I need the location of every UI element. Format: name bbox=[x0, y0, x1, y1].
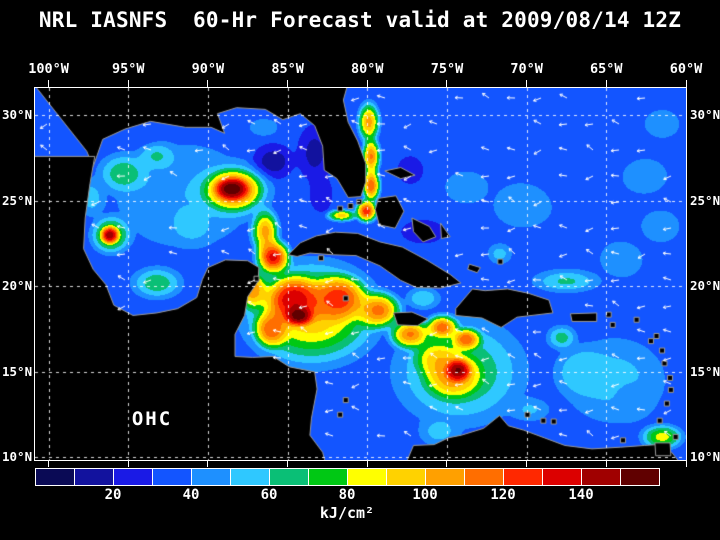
lon-tick-bottom bbox=[127, 461, 129, 467]
lon-axis-label: 60°W bbox=[669, 61, 703, 77]
colorbar-cell bbox=[230, 469, 269, 485]
colorbar-cell bbox=[74, 469, 113, 485]
colorbar-tick-label: 20 bbox=[104, 487, 122, 503]
colorbar-cell bbox=[581, 469, 620, 485]
colorbar-cell bbox=[152, 469, 191, 485]
colorbar-cell bbox=[269, 469, 308, 485]
colorbar-unit-label: kJ/cm² bbox=[319, 504, 375, 522]
lat-axis-label-right: 10°N bbox=[690, 449, 720, 465]
lon-tick-top bbox=[685, 80, 687, 87]
lat-axis-label-left: 15°N bbox=[2, 363, 33, 379]
colorbar-cell bbox=[386, 469, 425, 485]
colorbar-tick-label: 100 bbox=[412, 487, 438, 503]
lon-tick-bottom bbox=[446, 461, 448, 467]
colorbar-tick-label: 120 bbox=[490, 487, 516, 503]
lon-tick-top bbox=[366, 80, 368, 87]
lon-tick-bottom bbox=[287, 461, 289, 467]
lon-tick-bottom bbox=[605, 461, 607, 467]
lon-axis-label: 75°W bbox=[430, 61, 464, 77]
lon-tick-bottom bbox=[685, 461, 687, 467]
colorbar-cell bbox=[36, 469, 74, 485]
lon-tick-bottom bbox=[366, 461, 368, 467]
colorbar-tick-label: 80 bbox=[338, 487, 356, 503]
lat-axis-label-left: 20°N bbox=[2, 278, 33, 294]
lon-axis-label: 100°W bbox=[28, 61, 69, 77]
lon-tick-bottom bbox=[526, 461, 528, 467]
colorbar-cell bbox=[620, 469, 659, 485]
map-border bbox=[34, 87, 687, 461]
colorbar-cell bbox=[191, 469, 230, 485]
lat-axis-label-right: 15°N bbox=[690, 363, 720, 379]
colorbar-cell bbox=[308, 469, 347, 485]
colorbar-cell bbox=[503, 469, 542, 485]
colorbar-cell bbox=[113, 469, 152, 485]
lat-axis-label-right: 30°N bbox=[690, 107, 720, 123]
colorbar-cell bbox=[464, 469, 503, 485]
lon-axis-label: 65°W bbox=[590, 61, 623, 77]
colorbar-tick-label: 140 bbox=[568, 487, 594, 503]
lat-axis-label-left: 30°N bbox=[2, 107, 33, 123]
ohc-region-label: OHC bbox=[131, 408, 173, 430]
lon-axis-label: 70°W bbox=[510, 61, 543, 77]
lat-axis-label-right: 20°N bbox=[690, 278, 720, 294]
lon-tick-bottom bbox=[48, 461, 50, 467]
lon-axis-label: 85°W bbox=[271, 61, 304, 77]
lat-axis-label-right: 25°N bbox=[690, 192, 720, 208]
colorbar bbox=[35, 468, 660, 486]
lon-tick-top bbox=[48, 80, 50, 87]
lat-axis-label-left: 25°N bbox=[2, 192, 33, 208]
lat-axis-label-left: 10°N bbox=[2, 449, 33, 465]
figure-title: NRL IASNFS 60-Hr Forecast valid at 2009/… bbox=[38, 8, 682, 32]
ohc-map-canvas bbox=[35, 88, 686, 460]
colorbar-tick-label: 60 bbox=[260, 487, 278, 503]
lon-tick-top bbox=[127, 80, 129, 87]
lon-axis-label: 80°W bbox=[351, 61, 384, 77]
lon-tick-top bbox=[526, 80, 528, 87]
lon-tick-top bbox=[287, 80, 289, 87]
lon-tick-top bbox=[207, 80, 209, 87]
colorbar-tick-label: 40 bbox=[182, 487, 200, 503]
colorbar-cell bbox=[347, 469, 386, 485]
lon-tick-top bbox=[446, 80, 448, 87]
colorbar-cell bbox=[425, 469, 464, 485]
lon-axis-label: 95°W bbox=[111, 61, 145, 77]
lon-tick-top bbox=[605, 80, 607, 87]
lon-axis-label: 90°W bbox=[191, 61, 225, 77]
lon-tick-bottom bbox=[207, 461, 209, 467]
colorbar-cell bbox=[542, 469, 581, 485]
